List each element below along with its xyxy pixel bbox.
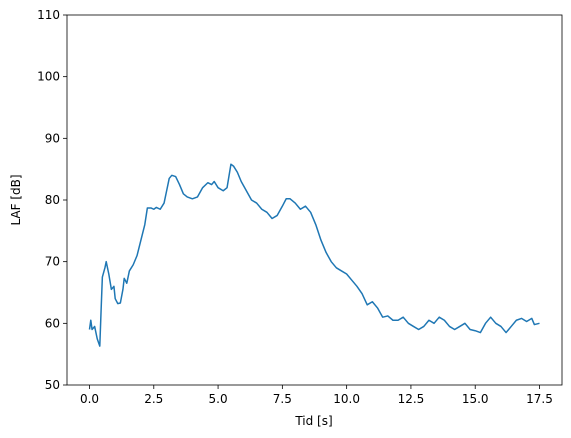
- x-tick-label: 7.5: [273, 392, 292, 406]
- y-tick-label: 70: [45, 255, 60, 269]
- x-tick-label: 10.0: [333, 392, 360, 406]
- x-tick-label: 12.5: [398, 392, 425, 406]
- x-tick-label: 5.0: [209, 392, 228, 406]
- y-tick-label: 50: [45, 378, 60, 392]
- y-tick-label: 110: [37, 8, 60, 22]
- data-line: [88, 163, 540, 347]
- x-tick-label: 0.0: [80, 392, 99, 406]
- y-tick-label: 100: [37, 70, 60, 84]
- y-tick-label: 80: [45, 193, 60, 207]
- y-tick-label: 60: [45, 316, 60, 330]
- x-tick-label: 15.0: [462, 392, 489, 406]
- y-tick-label: 90: [45, 131, 60, 145]
- y-axis-label: LAF [dB]: [9, 174, 23, 225]
- x-tick-label: 17.5: [526, 392, 553, 406]
- x-axis-label: Tid [s]: [294, 414, 332, 428]
- x-tick-label: 2.5: [144, 392, 163, 406]
- plot-frame: [66, 14, 563, 386]
